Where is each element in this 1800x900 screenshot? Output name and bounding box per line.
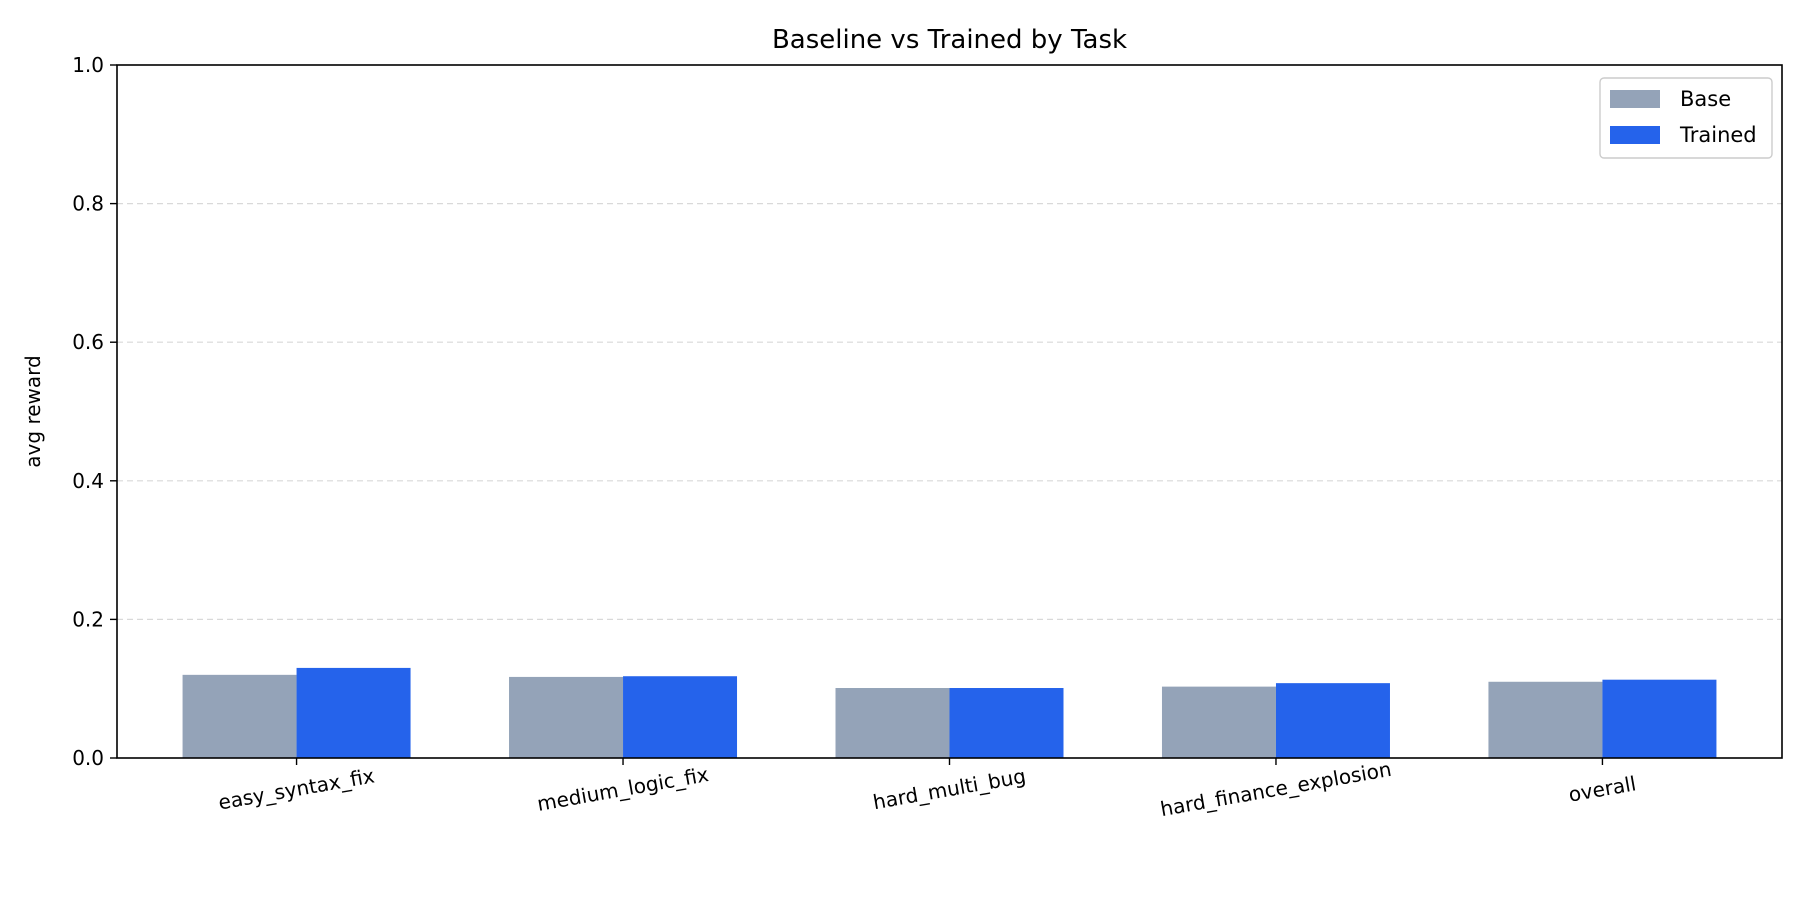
y-tick-label: 0.6 — [72, 330, 104, 354]
y-axis-label: avg reward — [21, 355, 45, 467]
bar-trained-medium-logic-fix — [623, 676, 738, 758]
bar-base-medium-logic-fix — [509, 676, 624, 758]
y-tick-label: 0.2 — [72, 607, 104, 631]
bar-trained-hard-finance-explosion — [1275, 683, 1390, 758]
y-axis-ticks: 0.0 0.2 0.4 0.6 0.8 1.0 — [72, 53, 117, 770]
y-tick-label: 0.0 — [72, 746, 104, 770]
legend-label-base: Base — [1680, 87, 1731, 111]
bar-trained-overall — [1602, 679, 1717, 758]
y-tick-label: 0.8 — [72, 192, 104, 216]
chart-title: Baseline vs Trained by Task — [772, 25, 1127, 55]
bar-base-easy-syntax-fix — [182, 674, 297, 758]
bar-base-overall — [1488, 681, 1603, 758]
legend-label-trained: Trained — [1679, 123, 1757, 147]
legend: Base Trained — [1599, 77, 1773, 159]
bar-trained-easy-syntax-fix — [296, 667, 411, 758]
bars — [182, 667, 1717, 758]
grid-lines — [117, 203, 1782, 621]
y-tick-label: 0.4 — [72, 469, 104, 493]
y-tick-label: 1.0 — [72, 53, 104, 77]
bar-trained-hard-multi-bug — [949, 688, 1064, 758]
legend-swatch-trained — [1610, 126, 1660, 144]
legend-swatch-base — [1610, 90, 1660, 108]
bar-base-hard-finance-explosion — [1161, 686, 1276, 758]
bar-base-hard-multi-bug — [835, 688, 950, 758]
